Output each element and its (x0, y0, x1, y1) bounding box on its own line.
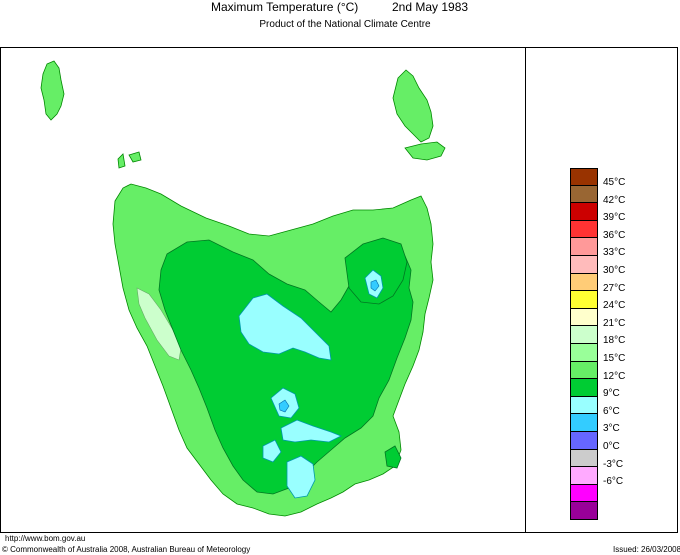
temperature-legend: 45°C 42°C 39°C 36°C 33°C 30°C 27°C 24°C 21°C 18°C… (570, 168, 660, 520)
legend-swatch (570, 449, 598, 468)
legend-swatch (570, 502, 598, 520)
legend-label: 12°C (603, 370, 626, 382)
map-title: Maximum Temperature (°C) 2nd May 1983 (0, 0, 680, 16)
ben-lomond-cold-spot (370, 279, 380, 292)
legend-label: -6°C (603, 476, 624, 488)
legend-swatch (570, 308, 598, 327)
legend-row: 21°C (570, 308, 660, 329)
legend-swatch (570, 379, 598, 397)
legend-row (570, 484, 660, 503)
cape-barren-island (404, 141, 446, 161)
three-hummock-island (117, 153, 126, 169)
legend-label: 36°C (603, 229, 626, 241)
south-west-cool-area-4 (262, 439, 282, 463)
legend-swatch (570, 291, 598, 309)
robbins-island (128, 151, 142, 163)
copyright-notice: © Commonwealth of Australia 2008, Austra… (2, 545, 251, 554)
legend-swatch (570, 326, 598, 344)
west-coast-warm-area (136, 287, 182, 361)
legend-swatch (570, 396, 598, 415)
legend-swatch (570, 238, 598, 256)
legend-swatch (570, 203, 598, 221)
legend-label: 6°C (603, 405, 620, 417)
subtitle: Product of the National Climate Centre (259, 19, 431, 30)
legend-swatch (570, 467, 598, 485)
king-island (40, 60, 65, 121)
legend-label: 3°C (603, 423, 620, 435)
legend-row: 6°C (570, 396, 660, 417)
legend-row: 0°C (570, 431, 660, 452)
legend-label: 9°C (603, 388, 620, 400)
legend-row: 33°C (570, 238, 660, 259)
legend-row: 39°C (570, 203, 660, 224)
legend-row: 3°C (570, 414, 660, 435)
legend-row: 36°C (570, 220, 660, 241)
legend-label: 21°C (603, 317, 626, 329)
south-west-cool-area-3 (286, 455, 316, 499)
legend-swatch (570, 273, 598, 292)
central-highlands-band (158, 239, 414, 495)
legend-row: 12°C (570, 361, 660, 382)
issued-date: Issued: 26/03/2008 (613, 545, 680, 554)
legend-row: 15°C (570, 343, 660, 364)
legend-row: -6°C (570, 467, 660, 488)
title-text: Maximum Temperature (°C) (211, 0, 359, 14)
legend-label: 27°C (603, 282, 626, 294)
central-plateau-cool-area (238, 293, 332, 361)
legend-swatch (570, 361, 598, 380)
legend-swatch (570, 414, 598, 432)
source-url: http://www.bom.gov.au (5, 534, 86, 543)
flinders-island (392, 69, 434, 143)
legend-row (570, 502, 660, 520)
legend-label: 0°C (603, 440, 620, 452)
legend-row: 24°C (570, 291, 660, 312)
south-east-patch (384, 445, 402, 469)
legend-swatch (570, 255, 598, 274)
south-west-cool-area-2 (280, 419, 342, 443)
legend-divider (525, 47, 526, 533)
legend-swatch (570, 168, 598, 186)
legend-swatch (570, 185, 598, 204)
legend-label: 33°C (603, 247, 626, 259)
legend-label: 18°C (603, 335, 626, 347)
legend-label: -3°C (603, 458, 624, 470)
legend-swatch (570, 220, 598, 239)
legend-row: 27°C (570, 273, 660, 294)
legend-row: 30°C (570, 255, 660, 276)
legend-row: -3°C (570, 449, 660, 470)
legend-row: 18°C (570, 326, 660, 347)
south-west-cold-spot (278, 399, 290, 413)
legend-row: 42°C (570, 185, 660, 206)
legend-label: 15°C (603, 352, 626, 364)
legend-label: 39°C (603, 212, 626, 224)
legend-swatch (570, 431, 598, 450)
legend-swatch (570, 484, 598, 503)
map-frame (0, 47, 678, 533)
tasmania-map (40, 60, 446, 517)
legend-swatch (570, 343, 598, 362)
north-east-highland (344, 237, 408, 305)
legend-row: 9°C (570, 379, 660, 400)
title-date: 2nd May 1983 (392, 0, 469, 14)
legend-row: 45°C (570, 168, 660, 188)
legend-label: 45°C (603, 177, 626, 188)
legend-label: 24°C (603, 300, 626, 312)
legend-label: 30°C (603, 264, 626, 276)
legend-label: 42°C (603, 194, 626, 206)
